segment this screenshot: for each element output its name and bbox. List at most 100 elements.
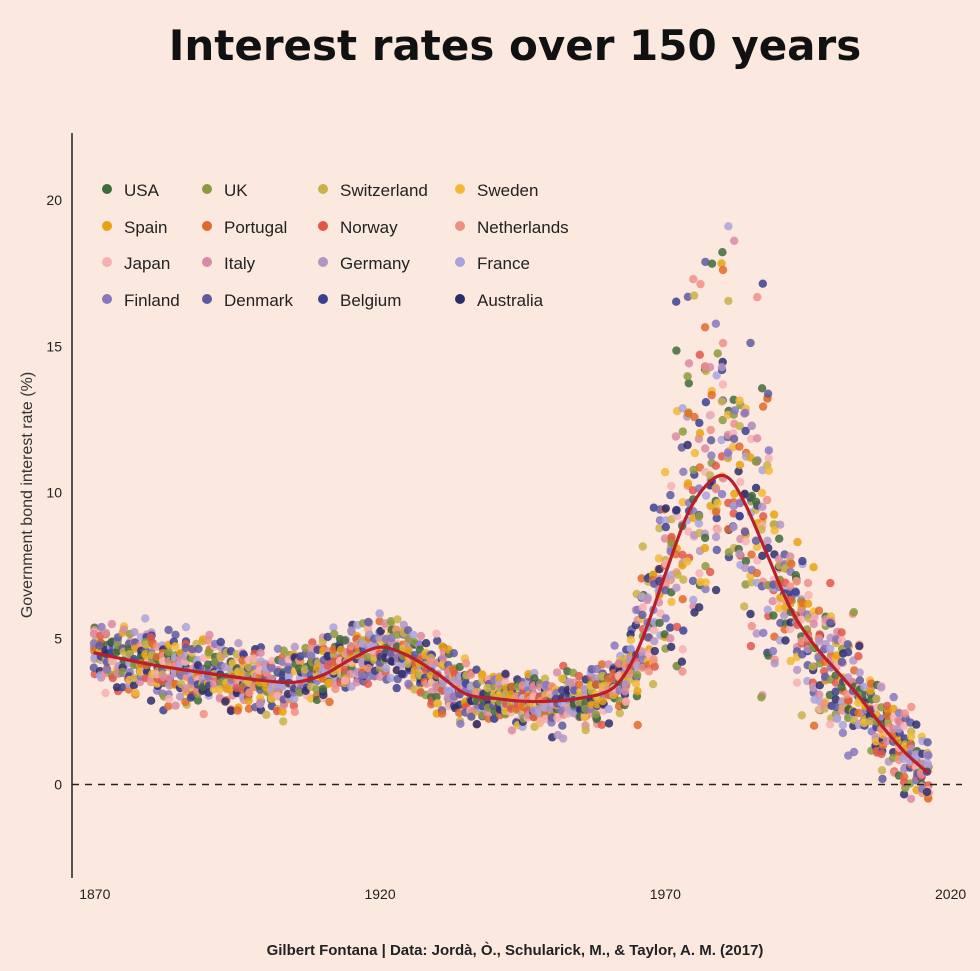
data-point — [688, 576, 698, 586]
data-point — [438, 653, 448, 662]
data-point — [724, 296, 733, 306]
data-point — [483, 683, 492, 693]
legend: USA UK Switzerland Sweden Spain Portugal Norwa… — [102, 181, 569, 310]
data-point — [730, 489, 739, 498]
data-point — [815, 681, 824, 690]
data-point — [757, 693, 766, 702]
data-point — [762, 495, 772, 505]
data-point — [364, 617, 373, 627]
data-point — [855, 676, 865, 685]
data-point — [244, 704, 254, 713]
data-point — [591, 710, 601, 719]
data-point — [758, 279, 767, 288]
data-point — [472, 720, 482, 729]
data-point — [791, 587, 800, 596]
data-point — [205, 630, 214, 640]
data-point — [792, 678, 802, 687]
legend-item-germany: Germany — [318, 254, 410, 273]
legend-label: UK — [224, 181, 248, 200]
data-point — [375, 609, 384, 618]
x-tick-label: 2020 — [935, 886, 966, 902]
data-point — [923, 759, 933, 769]
data-point — [701, 398, 711, 407]
data-point — [171, 701, 180, 710]
data-point — [819, 699, 829, 709]
data-point — [637, 574, 646, 583]
data-point — [672, 583, 681, 592]
data-point — [683, 479, 693, 488]
data-point — [741, 563, 750, 573]
data-point — [701, 562, 710, 571]
data-point — [706, 425, 715, 435]
data-point — [866, 686, 875, 695]
data-point — [735, 396, 744, 405]
data-point — [101, 628, 111, 638]
data-point — [552, 668, 562, 677]
data-point — [171, 642, 180, 651]
legend-swatch — [455, 257, 465, 267]
source-caption: Gilbert Fontana | Data: Jordà, Ò., Schul… — [267, 941, 764, 959]
data-point — [204, 648, 213, 657]
data-point — [711, 585, 721, 595]
data-point — [815, 690, 824, 699]
data-point — [695, 418, 704, 428]
data-point — [273, 691, 282, 700]
data-point — [437, 709, 447, 718]
data-point — [746, 609, 755, 619]
data-point — [882, 736, 892, 746]
data-point — [638, 542, 647, 551]
data-point — [455, 662, 464, 672]
data-point — [849, 747, 859, 757]
data-point — [95, 641, 104, 650]
data-point — [649, 655, 658, 664]
data-point — [432, 692, 441, 702]
data-point — [877, 749, 886, 759]
data-point — [146, 633, 156, 642]
data-point — [392, 683, 401, 693]
data-point — [397, 669, 407, 679]
data-point — [906, 732, 916, 741]
legend-item-sweden: Sweden — [455, 181, 538, 200]
data-point — [826, 644, 835, 654]
data-point — [747, 421, 756, 431]
data-point — [871, 737, 881, 746]
data-point — [831, 687, 840, 696]
data-point — [700, 543, 710, 553]
data-point — [735, 421, 744, 431]
data-point — [386, 673, 395, 683]
data-point — [878, 774, 887, 784]
legend-label: Finland — [124, 291, 180, 310]
data-point — [752, 568, 762, 578]
data-point — [713, 349, 722, 358]
data-point — [769, 611, 778, 620]
legend-label: Netherlands — [477, 218, 569, 237]
data-point — [712, 545, 721, 555]
data-point — [638, 603, 647, 612]
data-point — [666, 634, 675, 643]
data-point — [757, 488, 767, 498]
data-point — [175, 692, 185, 701]
data-point — [226, 706, 236, 716]
data-point — [854, 652, 863, 661]
data-point — [711, 532, 721, 542]
data-point — [376, 672, 385, 681]
data-point — [340, 636, 350, 645]
data-point — [900, 709, 910, 718]
data-point — [700, 533, 710, 543]
data-point — [199, 709, 208, 719]
data-point — [164, 694, 174, 704]
data-point — [678, 550, 687, 559]
data-point — [751, 457, 760, 466]
chart-title: Interest rates over 150 years — [169, 21, 862, 70]
data-point — [781, 636, 790, 645]
data-point — [694, 512, 704, 521]
data-point — [501, 669, 510, 678]
data-point — [678, 427, 687, 436]
data-point — [826, 578, 835, 588]
legend-label: Denmark — [224, 291, 293, 310]
data-point — [597, 720, 606, 729]
data-point — [706, 567, 715, 577]
data-point — [717, 363, 727, 372]
data-point — [667, 532, 676, 542]
data-point — [221, 697, 230, 706]
